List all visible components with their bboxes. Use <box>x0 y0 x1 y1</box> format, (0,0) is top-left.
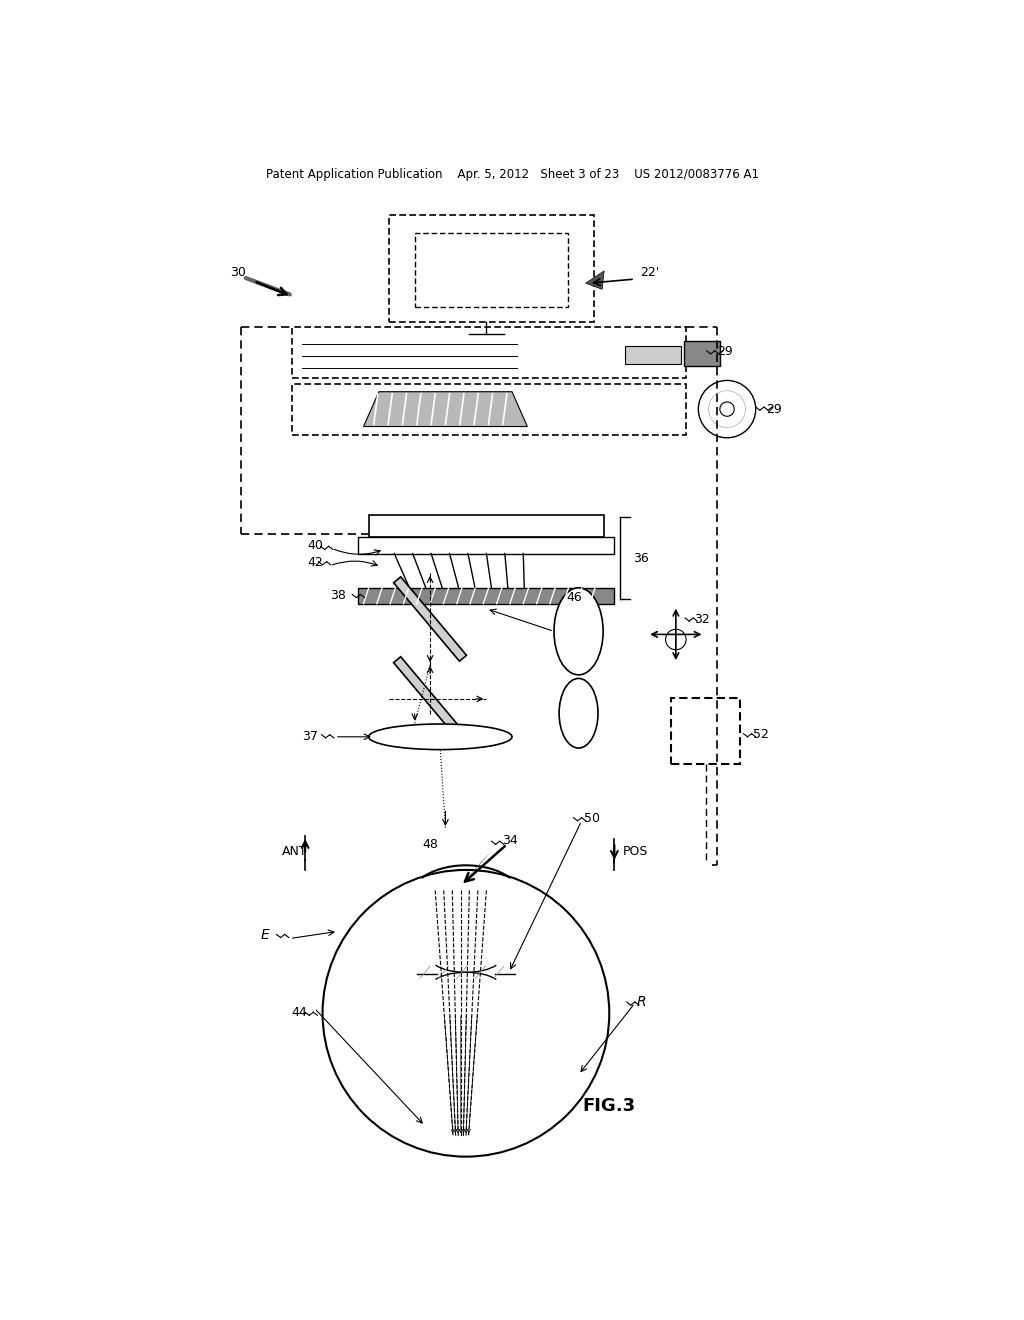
Text: 44: 44 <box>292 1006 307 1019</box>
Bar <box>358 589 614 603</box>
Bar <box>358 537 614 553</box>
Text: 50: 50 <box>584 812 600 825</box>
Text: Patent Application Publication    Apr. 5, 2012   Sheet 3 of 23    US 2012/008377: Patent Application Publication Apr. 5, 2… <box>265 168 759 181</box>
Bar <box>671 698 740 764</box>
Text: 29: 29 <box>766 403 781 416</box>
Text: 29: 29 <box>717 345 732 358</box>
Polygon shape <box>586 271 604 289</box>
Text: 30: 30 <box>230 267 247 279</box>
Text: FIG.3: FIG.3 <box>583 1097 636 1114</box>
Text: R: R <box>637 995 646 1008</box>
Bar <box>369 515 604 537</box>
Polygon shape <box>393 657 467 741</box>
Bar <box>292 327 686 379</box>
Text: 42: 42 <box>307 556 323 569</box>
Circle shape <box>720 403 734 416</box>
Ellipse shape <box>554 587 603 675</box>
Text: 40: 40 <box>307 540 324 552</box>
Ellipse shape <box>559 678 598 748</box>
Polygon shape <box>461 851 492 886</box>
Text: 38: 38 <box>330 589 346 602</box>
Bar <box>292 384 686 434</box>
Text: E: E <box>261 928 270 941</box>
Polygon shape <box>364 392 527 426</box>
Text: 34: 34 <box>502 834 517 847</box>
Polygon shape <box>393 577 467 661</box>
Bar <box>415 234 568 306</box>
Bar <box>389 215 594 322</box>
Circle shape <box>698 380 756 438</box>
Ellipse shape <box>369 723 512 750</box>
Bar <box>625 346 681 364</box>
Circle shape <box>323 870 609 1156</box>
Text: 36: 36 <box>633 552 648 565</box>
Text: 32: 32 <box>694 612 710 626</box>
Text: 37: 37 <box>302 730 318 743</box>
Text: 22': 22' <box>640 267 659 279</box>
Text: POS: POS <box>623 845 648 858</box>
Text: 46: 46 <box>566 590 582 603</box>
Text: ANT: ANT <box>282 845 307 858</box>
Bar <box>684 341 720 366</box>
Text: 52: 52 <box>753 727 769 741</box>
Circle shape <box>666 630 686 649</box>
Text: 48: 48 <box>422 838 438 851</box>
